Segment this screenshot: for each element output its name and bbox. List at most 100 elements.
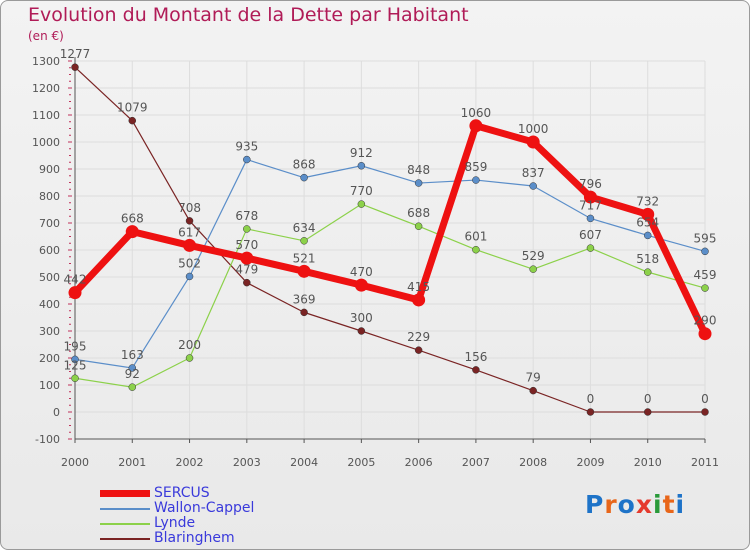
data-label: 290 xyxy=(694,314,717,328)
y-tick-label: -100 xyxy=(35,433,60,446)
legend-label: Lynde xyxy=(154,515,196,531)
data-label: 459 xyxy=(694,268,717,282)
x-tick-label: 2000 xyxy=(61,456,89,469)
data-point xyxy=(71,355,79,364)
data-label: 859 xyxy=(464,160,487,174)
data-label: 796 xyxy=(579,177,602,191)
y-tick-label: 300 xyxy=(39,325,60,338)
data-label: 0 xyxy=(587,392,595,406)
data-label: 156 xyxy=(464,350,487,364)
data-label: 1079 xyxy=(117,101,148,115)
logo-letter: r xyxy=(604,490,618,519)
data-label: 868 xyxy=(293,158,316,172)
data-point xyxy=(526,135,540,149)
data-label: 617 xyxy=(178,225,201,239)
data-point xyxy=(243,278,251,287)
data-label: 518 xyxy=(636,252,659,266)
y-tick-label: 400 xyxy=(39,298,60,311)
data-point xyxy=(125,225,139,239)
data-label: 125 xyxy=(64,358,87,372)
x-tick-label: 2006 xyxy=(405,456,433,469)
data-point xyxy=(414,222,423,230)
data-point xyxy=(586,244,595,252)
data-point xyxy=(701,284,709,292)
logo-letter: t xyxy=(662,490,676,519)
legend-swatch xyxy=(100,490,150,497)
y-tick-label: 600 xyxy=(39,244,60,257)
y-tick-label: 500 xyxy=(39,271,60,284)
data-point xyxy=(185,354,194,362)
data-point xyxy=(71,374,79,382)
data-point xyxy=(414,346,423,354)
data-point xyxy=(71,63,79,71)
y-tick-label: 1300 xyxy=(32,55,60,68)
legend-swatch xyxy=(100,537,150,540)
data-point xyxy=(128,383,137,391)
data-point xyxy=(469,119,483,133)
y-tick-label: 200 xyxy=(39,352,60,365)
y-tick-label: 1200 xyxy=(32,82,60,95)
data-label: 708 xyxy=(178,201,201,215)
data-label: 1060 xyxy=(461,106,492,120)
data-point xyxy=(586,214,595,223)
series-line-lynde xyxy=(74,203,706,388)
data-label: 570 xyxy=(235,238,258,252)
data-label: 837 xyxy=(522,166,545,180)
data-label: 595 xyxy=(694,231,717,245)
data-label: 0 xyxy=(701,392,709,406)
legend-item: SERCUS xyxy=(100,486,254,501)
data-point xyxy=(472,176,480,184)
data-point xyxy=(357,327,366,335)
data-point xyxy=(698,327,712,341)
series-line-blaringhem xyxy=(74,66,705,413)
data-point xyxy=(68,286,82,300)
data-point xyxy=(529,182,537,190)
data-point xyxy=(643,231,652,240)
data-point xyxy=(297,264,311,278)
y-tick-label: 700 xyxy=(39,217,60,230)
data-label: 369 xyxy=(293,292,316,306)
data-point xyxy=(243,225,251,233)
data-label: 935 xyxy=(235,140,258,154)
data-point xyxy=(412,293,426,307)
data-point xyxy=(185,272,194,281)
data-point xyxy=(243,155,251,164)
data-label: 415 xyxy=(407,280,430,294)
data-label: 654 xyxy=(636,215,659,229)
y-tick-label: 0 xyxy=(53,406,60,419)
data-label: 300 xyxy=(350,311,373,325)
legend-label: Wallon-Cappel xyxy=(154,500,255,516)
data-point xyxy=(643,268,652,276)
data-label: 92 xyxy=(125,367,140,381)
legend-label: Blaringhem xyxy=(154,530,235,546)
data-label: 678 xyxy=(235,209,258,223)
x-tick-label: 2005 xyxy=(347,456,375,469)
x-tick-label: 2004 xyxy=(290,456,318,469)
legend-item: Lynde xyxy=(100,516,254,531)
data-point xyxy=(354,278,368,292)
legend-item: Wallon-Cappel xyxy=(100,501,254,516)
data-label: 529 xyxy=(522,249,545,263)
data-point xyxy=(472,245,480,254)
data-label: 607 xyxy=(579,228,602,242)
data-point xyxy=(701,408,709,416)
logo-letter: P xyxy=(585,490,605,519)
legend-swatch xyxy=(100,522,150,525)
legend-label: SERCUS xyxy=(154,485,210,501)
data-label: 229 xyxy=(407,330,430,344)
data-label: 79 xyxy=(526,371,541,385)
data-label: 912 xyxy=(350,146,373,160)
legend-swatch xyxy=(100,507,150,510)
data-label: 521 xyxy=(293,251,316,265)
data-label: 668 xyxy=(121,212,144,226)
chart-legend: SERCUS Wallon-Cappel Lynde Blaringhem xyxy=(100,486,254,546)
data-point xyxy=(357,200,366,208)
logo-letter: i xyxy=(675,490,686,519)
data-point xyxy=(586,408,595,416)
data-label: 717 xyxy=(579,198,602,212)
x-tick-label: 2007 xyxy=(462,456,490,469)
data-point xyxy=(643,408,652,416)
data-point xyxy=(701,247,709,256)
data-label: 470 xyxy=(350,265,373,279)
